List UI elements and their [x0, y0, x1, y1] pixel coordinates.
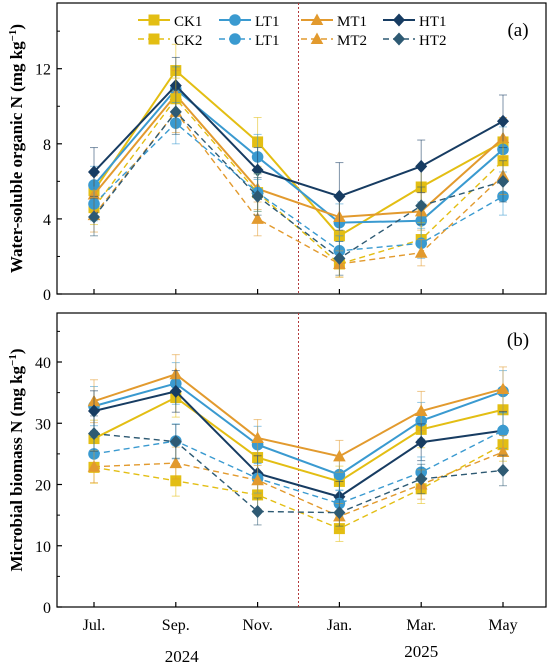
data-point [88, 404, 100, 418]
legend-marker [393, 13, 405, 27]
panel-label: (a) [507, 20, 528, 41]
chart-panel-a: 0 4 8 12 Water-soluble organic N (mg kg−1) (a… [7, 2, 547, 304]
data-point [169, 456, 183, 469]
data-point [497, 174, 509, 188]
x-tick-label: Jul. [83, 617, 106, 634]
data-point [415, 199, 428, 213]
data-point [497, 424, 509, 437]
data-point [251, 431, 264, 443]
y-tick-label: 12 [35, 62, 51, 79]
plot-frame [56, 2, 547, 295]
series-line [93, 122, 504, 252]
x-tick-label: Nov. [242, 617, 273, 634]
series-ht2-dashed [88, 88, 509, 276]
legend-item: CK2 [138, 33, 202, 49]
data-point [169, 384, 182, 398]
x-tick-label: Jan. [327, 617, 352, 634]
data-point [414, 246, 428, 258]
x-tick-label: Mar. [406, 617, 436, 634]
legend-item: MT2 [301, 32, 367, 49]
data-point [333, 449, 346, 462]
legend-marker [148, 33, 160, 45]
data-point [497, 463, 509, 477]
year-label: 2024 [165, 647, 200, 663]
series-line [93, 110, 504, 265]
panel-label: (b) [507, 330, 529, 351]
series-line [93, 382, 504, 476]
y-axis-label: Microbial biomass N (mg kg−1) [7, 348, 26, 571]
legend-label: HT2 [419, 33, 447, 49]
chart-panel-b: 0 10 20 30 40 Jul. Sep. Nov. Jan. Mar. May Microbia… [7, 312, 547, 663]
legend: CK1 LT1 MT1 HT1 CK2 LT1 MT2 HT2 [138, 13, 447, 49]
legend-item: CK1 [138, 14, 202, 30]
data-point [333, 189, 346, 203]
series-line [93, 97, 504, 265]
legend-label: CK1 [174, 14, 202, 30]
data-point [169, 105, 182, 119]
data-point [415, 435, 428, 449]
data-point [415, 472, 428, 486]
data-point [496, 445, 510, 458]
data-point [251, 473, 264, 486]
legend-marker [148, 14, 160, 26]
series-line [93, 451, 504, 518]
data-point [251, 212, 264, 224]
y-tick-label: 0 [43, 600, 51, 617]
series-line [93, 432, 504, 514]
x-tick-label: May [488, 617, 517, 634]
data-point [415, 159, 428, 173]
y-axis-label: Water-soluble organic N (mg kg−1) [7, 24, 26, 273]
legend-item: HT1 [383, 13, 447, 30]
legend-item: HT2 [383, 32, 447, 49]
legend-label: CK2 [174, 33, 202, 49]
series-ht2-dashed [88, 415, 509, 527]
data-point [88, 427, 100, 441]
y-tick-label: 30 [35, 416, 51, 433]
data-point [414, 404, 428, 416]
data-point [88, 210, 100, 224]
legend-item: LT1 [219, 33, 279, 49]
y-tick-label: 20 [35, 478, 51, 495]
series-line [93, 110, 504, 260]
legend-item: LT1 [219, 14, 279, 30]
legend-marker [310, 13, 324, 25]
legend-marker [229, 14, 241, 26]
data-point [333, 506, 346, 520]
data-point [251, 163, 264, 177]
legend-label: MT1 [337, 14, 367, 30]
series-line [93, 429, 504, 505]
y-tick-label: 40 [35, 355, 51, 372]
legend-label: LT1 [255, 33, 279, 49]
plot-frame [56, 312, 547, 608]
legend-label: MT2 [337, 33, 367, 49]
data-point [251, 189, 264, 203]
y-tick-label: 8 [43, 137, 51, 154]
data-point [169, 435, 182, 449]
y-tick-label: 0 [43, 287, 51, 304]
data-point [496, 382, 510, 394]
data-point [170, 475, 182, 487]
data-point [333, 251, 346, 265]
series-line [93, 390, 504, 498]
legend-marker [310, 32, 324, 44]
legend-marker [229, 33, 241, 45]
legend-label: HT1 [419, 14, 447, 30]
year-label: 2025 [404, 642, 438, 661]
data-point [88, 165, 100, 179]
series-line [93, 84, 504, 198]
data-point [497, 114, 509, 128]
data-point [87, 460, 101, 472]
series-line [93, 396, 504, 483]
data-point [251, 504, 264, 518]
y-tick-label: 10 [35, 539, 51, 556]
legend-item: MT1 [301, 13, 367, 30]
series-line [93, 87, 504, 224]
x-tick-label: Sep. [162, 617, 190, 634]
legend-marker [393, 32, 405, 46]
legend-label: LT1 [255, 14, 279, 30]
y-tick-label: 4 [43, 212, 51, 229]
series-line [93, 373, 504, 458]
series-line [93, 93, 504, 219]
